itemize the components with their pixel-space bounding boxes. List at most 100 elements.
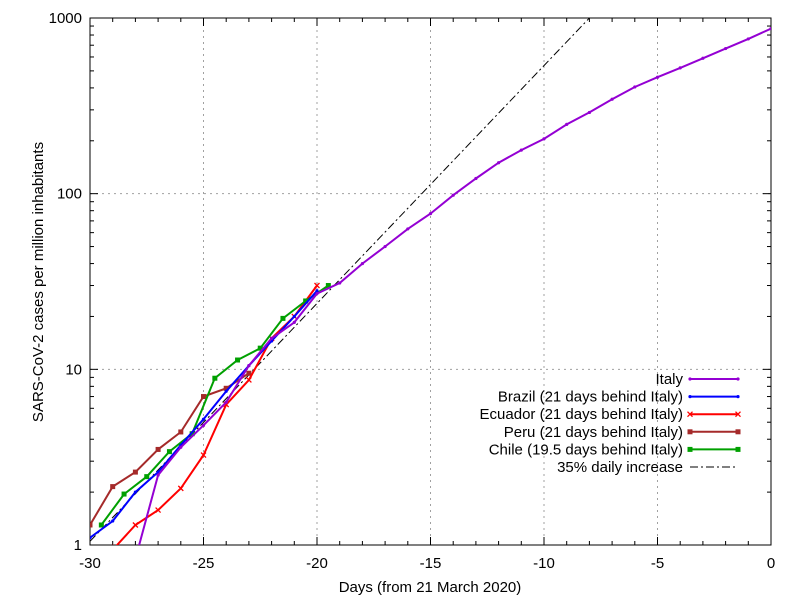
data-point-italy	[360, 261, 364, 266]
data-point-italy	[610, 97, 614, 101]
data-point-italy	[746, 37, 750, 41]
y-tick-label: 1000	[49, 10, 82, 27]
data-point-brazil	[292, 314, 296, 319]
series-italy	[127, 27, 771, 585]
data-point-ecuador	[155, 507, 162, 514]
x-tick-label: -25	[193, 555, 215, 572]
data-point-ecuador-stroke	[245, 376, 252, 383]
data-point-peru	[178, 429, 184, 435]
data-point-chile	[144, 474, 150, 480]
data-point-brazil	[111, 519, 115, 523]
data-point-italy	[127, 582, 130, 585]
legend-label-italy: Italy	[655, 371, 683, 388]
data-point-chile	[189, 431, 195, 437]
data-point-ecuador	[245, 376, 252, 383]
data-point-ecuador	[314, 282, 320, 289]
legend-marker-italy	[688, 377, 692, 381]
x-tick-label: -5	[651, 555, 664, 572]
data-point-peru	[90, 522, 93, 528]
data-point-italy	[383, 244, 387, 249]
data-point-italy	[451, 193, 455, 197]
data-point-italy	[338, 281, 342, 285]
data-point-italy	[270, 336, 274, 340]
data-point-chile	[98, 522, 104, 528]
data-point-chile	[257, 345, 263, 351]
legend-marker-ecuador-stroke	[687, 411, 693, 418]
data-point-brazil	[201, 417, 206, 421]
data-point-peru	[132, 469, 138, 475]
legend-marker-brazil	[688, 395, 692, 399]
data-point-ecuador-stroke	[177, 485, 184, 492]
y-tick-label: 1	[74, 537, 82, 554]
data-point-chile	[166, 449, 172, 455]
legend-marker-peru	[735, 429, 741, 435]
data-point-chile	[303, 298, 309, 304]
data-point-italy	[315, 291, 319, 296]
legend-label-brazil: Brazil (21 days behind Italy)	[498, 389, 683, 406]
data-point-ecuador	[200, 452, 207, 459]
legend-label-ecuador: Ecuador (21 days behind Italy)	[480, 406, 683, 423]
legend-marker-peru	[687, 429, 693, 435]
x-tick-label: 0	[767, 555, 775, 572]
legend-label-35-daily-increase: 35% daily increase	[557, 459, 683, 476]
axis-ticks: -30 -25 -20 -15 -10 -5 0 1 10 100 1000	[49, 10, 776, 572]
data-point-italy	[428, 212, 433, 216]
data-point-peru	[155, 446, 161, 452]
data-point-italy	[565, 122, 569, 126]
x-tick-label: -10	[533, 555, 555, 572]
data-point-peru	[223, 385, 229, 391]
data-point-italy	[542, 137, 546, 141]
data-point-italy	[179, 445, 183, 449]
legend-marker-chile	[687, 446, 693, 452]
data-point-italy	[292, 320, 296, 325]
data-point-italy	[224, 400, 228, 404]
x-tick-label: -20	[306, 555, 328, 572]
data-point-chile	[121, 491, 127, 497]
data-point-italy	[655, 75, 660, 79]
legend-marker-chile	[735, 446, 741, 452]
grid-lines	[90, 18, 771, 545]
data-point-italy	[678, 66, 682, 70]
legend-marker-ecuador	[687, 411, 693, 418]
data-point-chile	[235, 357, 241, 363]
y-tick-label: 100	[57, 186, 82, 203]
data-point-italy	[156, 473, 160, 477]
series-chile	[98, 283, 331, 528]
data-point-italy	[519, 148, 523, 152]
data-point-italy	[724, 46, 728, 51]
data-point-ecuador	[177, 485, 184, 492]
data-point-ecuador	[112, 544, 118, 545]
x-tick-label: -30	[79, 555, 101, 572]
legend-marker-brazil	[736, 395, 740, 399]
data-point-italy	[769, 27, 771, 31]
data-point-italy	[474, 176, 478, 181]
data-series	[90, 18, 771, 585]
data-point-peru	[110, 484, 116, 490]
data-point-brazil	[315, 289, 319, 293]
data-point-ecuador-stroke	[112, 544, 118, 545]
legend-marker-italy	[736, 377, 740, 381]
y-tick-label: 10	[65, 361, 82, 378]
series-line-italy	[138, 27, 771, 545]
data-point-chile	[280, 315, 286, 321]
data-point-italy	[633, 85, 637, 89]
data-point-italy	[587, 110, 592, 115]
data-point-italy	[701, 56, 705, 60]
data-point-peru	[246, 370, 252, 376]
data-point-ecuador-stroke	[200, 452, 207, 459]
legend-label-chile: Chile (19.5 days behind Italy)	[489, 441, 683, 458]
data-point-chile	[325, 283, 331, 289]
data-point-italy	[497, 161, 501, 165]
legend-marker-ecuador-stroke	[735, 411, 741, 418]
x-tick-label: -15	[420, 555, 442, 572]
series-peru	[90, 370, 252, 528]
data-point-chile	[212, 375, 218, 381]
data-point-brazil	[90, 536, 92, 540]
data-point-brazil	[224, 389, 228, 393]
data-point-ecuador	[132, 522, 139, 528]
data-point-peru	[201, 394, 206, 400]
data-point-italy	[247, 364, 251, 368]
legend-marker-ecuador	[735, 411, 741, 418]
